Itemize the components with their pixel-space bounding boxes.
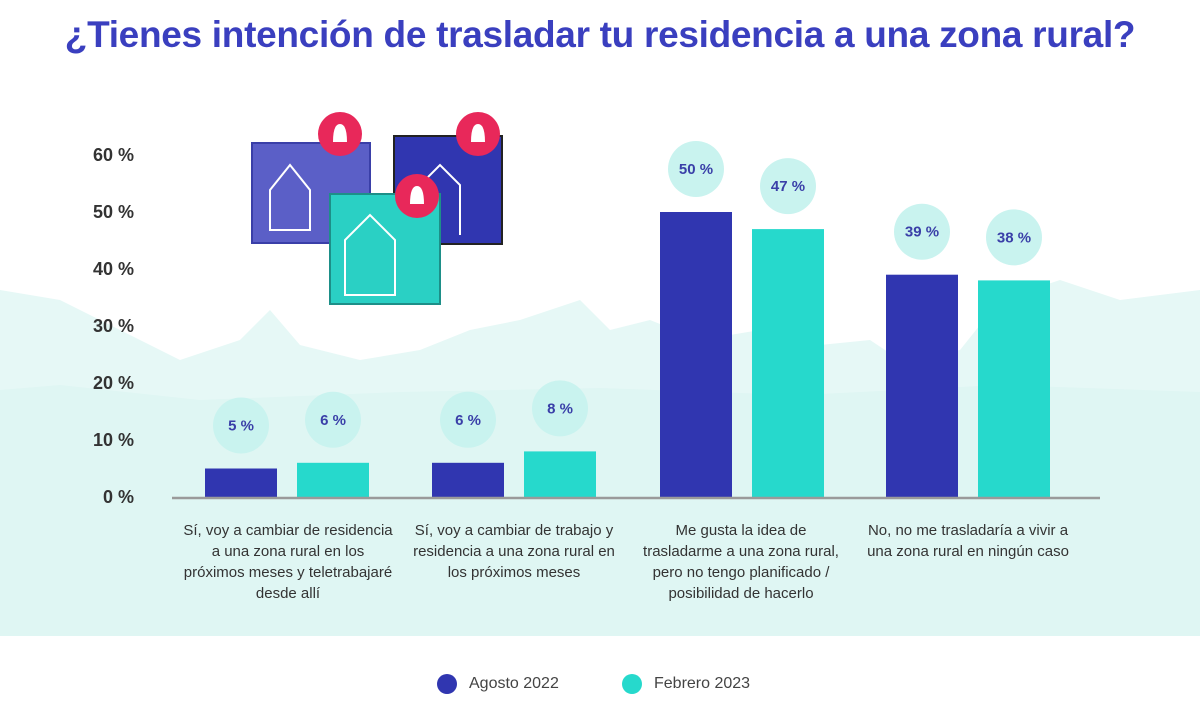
data-label: 39 %	[905, 224, 939, 241]
y-tick-label: 60 %	[93, 145, 134, 165]
data-label-bubble	[305, 391, 361, 448]
y-tick-label: 40 %	[93, 259, 134, 279]
y-tick-label: 30 %	[93, 316, 134, 336]
bar	[205, 468, 277, 497]
legend-label: Febrero 2023	[654, 675, 751, 692]
bar	[524, 451, 596, 497]
bar	[432, 462, 504, 497]
data-label-bubble	[440, 391, 496, 448]
bar	[297, 462, 369, 497]
category-label: No, no me trasladaría a vivir a una zona…	[867, 522, 1069, 560]
chart-title: ¿Tienes intención de trasladar tu reside…	[64, 14, 1136, 55]
data-label-bubble	[760, 158, 816, 215]
data-label: 6 %	[455, 412, 481, 429]
data-label-bubble	[668, 141, 724, 197]
category-label: Sí, voy a cambiar de residencia a una zo…	[183, 522, 393, 602]
y-tick-label: 0 %	[103, 487, 134, 507]
legend-label: Agosto 2022	[469, 675, 559, 692]
data-label: 47 %	[771, 178, 805, 195]
bar	[978, 280, 1050, 497]
data-label-bubble	[986, 209, 1042, 266]
data-label: 8 %	[547, 400, 573, 417]
y-tick-label: 10 %	[93, 430, 134, 450]
category-label: Sí, voy a cambiar de trabajo y residenci…	[413, 522, 615, 581]
bar	[886, 274, 958, 497]
bar	[752, 229, 824, 497]
y-tick-label: 20 %	[93, 373, 134, 393]
data-label: 38 %	[997, 229, 1031, 246]
legend-swatch	[437, 674, 457, 694]
legend-swatch	[622, 674, 642, 694]
category-label: Me gusta la idea de trasladarme a una zo…	[643, 522, 839, 602]
y-tick-label: 50 %	[93, 202, 134, 222]
data-label: 5 %	[228, 418, 254, 435]
data-label-bubble	[213, 397, 269, 454]
legend-item-febrero-2023: Febrero 2023	[622, 674, 750, 694]
house-illustration	[251, 112, 503, 305]
data-label-bubble	[532, 380, 588, 437]
data-label: 50 %	[679, 161, 713, 178]
legend-item-agosto-2022: Agosto 2022	[437, 674, 559, 694]
bar	[660, 212, 732, 497]
data-label-bubble	[894, 203, 950, 260]
data-label: 6 %	[320, 412, 346, 429]
